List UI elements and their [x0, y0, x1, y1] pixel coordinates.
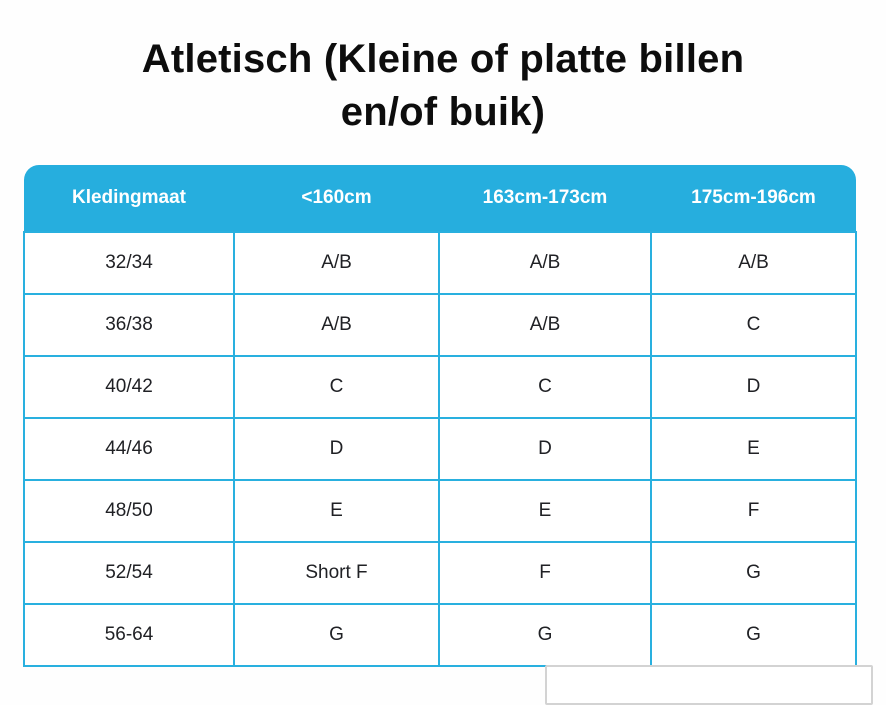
row-size-label: 40/42: [23, 355, 235, 419]
table-row: 56-64 G G G: [23, 603, 857, 667]
cup-size-cell: A/B: [438, 231, 652, 295]
row-size-label: 44/46: [23, 417, 235, 481]
cup-size-cell: D: [438, 417, 652, 481]
cup-size-cell: G: [438, 603, 652, 667]
column-header-height-163-173: 163cm-173cm: [439, 165, 651, 232]
cup-size-cell: G: [233, 603, 440, 667]
cup-size-cell: A/B: [233, 231, 440, 295]
cup-size-cell: A/B: [438, 293, 652, 357]
size-table-body: 32/34 A/B A/B A/B 36/38 A/B A/B C 40/42 C C D 44/46 D…: [23, 231, 857, 667]
column-header-kledingmaat: Kledingmaat: [24, 165, 234, 232]
column-header-height-175-196: 175cm-196cm: [651, 165, 856, 232]
size-table-header: Kledingmaat <160cm 163cm-173cm 175cm-196…: [24, 165, 856, 232]
table-row: 48/50 E E F: [23, 479, 857, 543]
row-size-label: 36/38: [23, 293, 235, 357]
table-row: 32/34 A/B A/B A/B: [23, 231, 857, 295]
bottom-overlay-panel: [545, 665, 873, 705]
cup-size-cell: C: [438, 355, 652, 419]
size-chart-table: Kledingmaat <160cm 163cm-173cm 175cm-196…: [23, 165, 857, 667]
cup-size-cell: D: [650, 355, 857, 419]
header-row: Kledingmaat <160cm 163cm-173cm 175cm-196…: [24, 165, 856, 232]
row-size-label: 56-64: [23, 603, 235, 667]
cup-size-cell: E: [438, 479, 652, 543]
row-size-label: 48/50: [23, 479, 235, 543]
page-title-line1: Atletisch (Kleine of platte billen: [141, 37, 745, 81]
column-header-height-under-160: <160cm: [234, 165, 439, 232]
row-size-label: 32/34: [23, 231, 235, 295]
cup-size-cell: E: [233, 479, 440, 543]
page-title: Atletisch (Kleine of platte billen en/of…: [0, 0, 886, 139]
cup-size-cell: G: [650, 541, 857, 605]
table-row: 44/46 D D E: [23, 417, 857, 481]
table-row: 40/42 C C D: [23, 355, 857, 419]
cup-size-cell: D: [233, 417, 440, 481]
cup-size-cell: A/B: [233, 293, 440, 357]
table-row: 36/38 A/B A/B C: [23, 293, 857, 357]
size-chart-table-container: Kledingmaat <160cm 163cm-173cm 175cm-196…: [23, 165, 857, 667]
page-title-line2: en/of buik): [340, 90, 546, 134]
cup-size-cell: F: [650, 479, 857, 543]
row-size-label: 52/54: [23, 541, 235, 605]
cup-size-cell: Short F: [233, 541, 440, 605]
cup-size-cell: C: [233, 355, 440, 419]
cup-size-cell: G: [650, 603, 857, 667]
cup-size-cell: E: [650, 417, 857, 481]
cup-size-cell: C: [650, 293, 857, 357]
cup-size-cell: A/B: [650, 231, 857, 295]
cup-size-cell: F: [438, 541, 652, 605]
